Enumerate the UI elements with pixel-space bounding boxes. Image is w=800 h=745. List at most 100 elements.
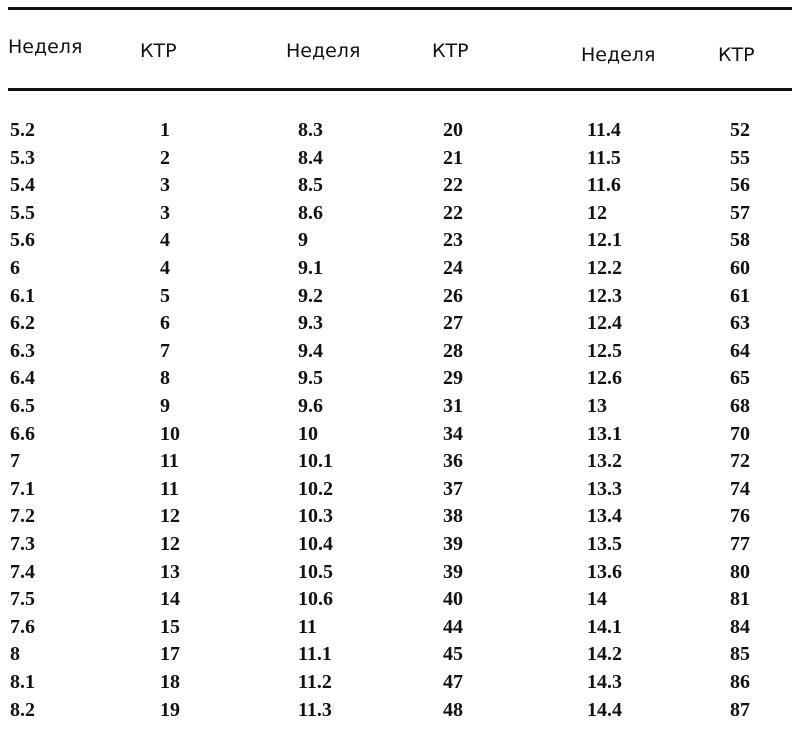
table-cell: 9.2 bbox=[298, 284, 323, 307]
table-cell: 14.4 bbox=[587, 698, 622, 721]
table-cell: 3 bbox=[160, 174, 170, 197]
table-cell: 86 bbox=[730, 671, 750, 693]
table-cell: 45 bbox=[443, 643, 463, 666]
table-cell: 85 bbox=[730, 643, 750, 666]
table-cell: 7.2 bbox=[10, 505, 35, 528]
table-cell: 8.6 bbox=[298, 201, 323, 224]
table-cell: 11.5 bbox=[587, 146, 621, 169]
table-cell: 38 bbox=[443, 505, 463, 528]
table-cell: 6.1 bbox=[10, 284, 35, 307]
table-cell: 6.6 bbox=[10, 422, 35, 445]
table-cell: 11 bbox=[160, 450, 179, 473]
table-cell: 10.6 bbox=[298, 588, 333, 611]
table-cell: 8.2 bbox=[10, 698, 35, 721]
table-cell: 29 bbox=[443, 367, 463, 390]
table-cell: 19 bbox=[160, 698, 180, 721]
table-cell: 55 bbox=[730, 146, 750, 169]
table-cell: 12.3 bbox=[587, 284, 622, 307]
table-cell: 56 bbox=[730, 174, 750, 197]
table-cell: 8.4 bbox=[298, 146, 323, 169]
table-cell: 40 bbox=[443, 588, 463, 611]
table-cell: 12.5 bbox=[587, 339, 622, 362]
table-cell: 39 bbox=[443, 533, 463, 555]
table-cell: 5.5 bbox=[10, 201, 35, 224]
table-cell: 27 bbox=[443, 312, 463, 335]
column-header: КТР bbox=[718, 44, 755, 66]
table-cell: 3 bbox=[160, 201, 170, 224]
table-cell: 13.2 bbox=[587, 450, 622, 473]
table-cell: 72 bbox=[730, 450, 750, 473]
table-cell: 6.5 bbox=[10, 395, 35, 417]
table-cell: 10.5 bbox=[298, 560, 333, 583]
table-cell: 9.4 bbox=[298, 339, 323, 362]
table-cell: 8.5 bbox=[298, 174, 323, 197]
table-cell: 5 bbox=[160, 284, 170, 307]
table-cell: 13.5 bbox=[587, 533, 622, 555]
table-cell: 13.6 bbox=[587, 560, 622, 583]
table-cell: 70 bbox=[730, 422, 750, 445]
table-cell: 14.2 bbox=[587, 643, 622, 666]
table-cell: 11.2 bbox=[298, 671, 332, 693]
table-cell: 81 bbox=[730, 588, 750, 611]
table-cell: 44 bbox=[443, 615, 463, 638]
table-cell: 28 bbox=[443, 339, 463, 362]
table-cell: 22 bbox=[443, 174, 463, 197]
table-cell: 58 bbox=[730, 229, 750, 252]
table-cell: 11.4 bbox=[587, 119, 621, 141]
table-cell: 10.4 bbox=[298, 533, 333, 555]
column-header: КТР bbox=[432, 40, 469, 62]
table-cell: 6.2 bbox=[10, 312, 35, 335]
table-cell: 48 bbox=[443, 698, 463, 721]
column-header: Неделя bbox=[8, 36, 83, 58]
table-cell: 7 bbox=[10, 450, 20, 473]
table-cell: 77 bbox=[730, 533, 750, 555]
table-cell: 5.3 bbox=[10, 146, 35, 169]
table-cell: 13 bbox=[587, 395, 607, 417]
table-cell: 8.1 bbox=[10, 671, 35, 693]
table-cell: 13.1 bbox=[587, 422, 622, 445]
table-cell: 11.3 bbox=[298, 698, 332, 721]
table-cell: 8 bbox=[160, 367, 170, 390]
table-cell: 76 bbox=[730, 505, 750, 528]
table-cell: 9 bbox=[160, 395, 170, 417]
table-cell: 57 bbox=[730, 201, 750, 224]
table-cell: 60 bbox=[730, 257, 750, 279]
table-cell: 13.4 bbox=[587, 505, 622, 528]
table-cell: 10.3 bbox=[298, 505, 333, 528]
table-cell: 36 bbox=[443, 450, 463, 473]
column-header: Неделя bbox=[581, 44, 656, 66]
table-cell: 7.6 bbox=[10, 615, 35, 638]
table-cell: 15 bbox=[160, 615, 180, 638]
table-cell: 9.5 bbox=[298, 367, 323, 390]
table-cell: 9.6 bbox=[298, 395, 323, 417]
table-cell: 87 bbox=[730, 698, 750, 721]
table-cell: 14.3 bbox=[587, 671, 622, 693]
table-cell: 9.1 bbox=[298, 257, 323, 279]
table-cell: 47 bbox=[443, 671, 463, 693]
table-cell: 7.3 bbox=[10, 533, 35, 555]
table-cell: 10.1 bbox=[298, 450, 333, 473]
table-cell: 10 bbox=[298, 422, 318, 445]
table-cell: 11.1 bbox=[298, 643, 332, 666]
column-header: КТР bbox=[140, 40, 177, 62]
table-cell: 7 bbox=[160, 339, 170, 362]
table-cell: 8.3 bbox=[298, 119, 323, 141]
table-cell: 10 bbox=[160, 422, 180, 445]
table-cell: 13.3 bbox=[587, 477, 622, 500]
table-cell: 61 bbox=[730, 284, 750, 307]
table-cell: 26 bbox=[443, 284, 463, 307]
table-cell: 9.3 bbox=[298, 312, 323, 335]
header-rule bbox=[8, 88, 792, 91]
table-cell: 14 bbox=[587, 588, 607, 611]
table-cell: 20 bbox=[443, 119, 463, 141]
table-cell: 12.6 bbox=[587, 367, 622, 390]
table-cell: 52 bbox=[730, 119, 750, 141]
table-cell: 13 bbox=[160, 560, 180, 583]
table-cell: 6.4 bbox=[10, 367, 35, 390]
table-cell: 5.6 bbox=[10, 229, 35, 252]
table-cell: 7.1 bbox=[10, 477, 35, 500]
table-cell: 37 bbox=[443, 477, 463, 500]
table-cell: 12 bbox=[160, 505, 180, 528]
table-cell: 6 bbox=[10, 257, 20, 279]
